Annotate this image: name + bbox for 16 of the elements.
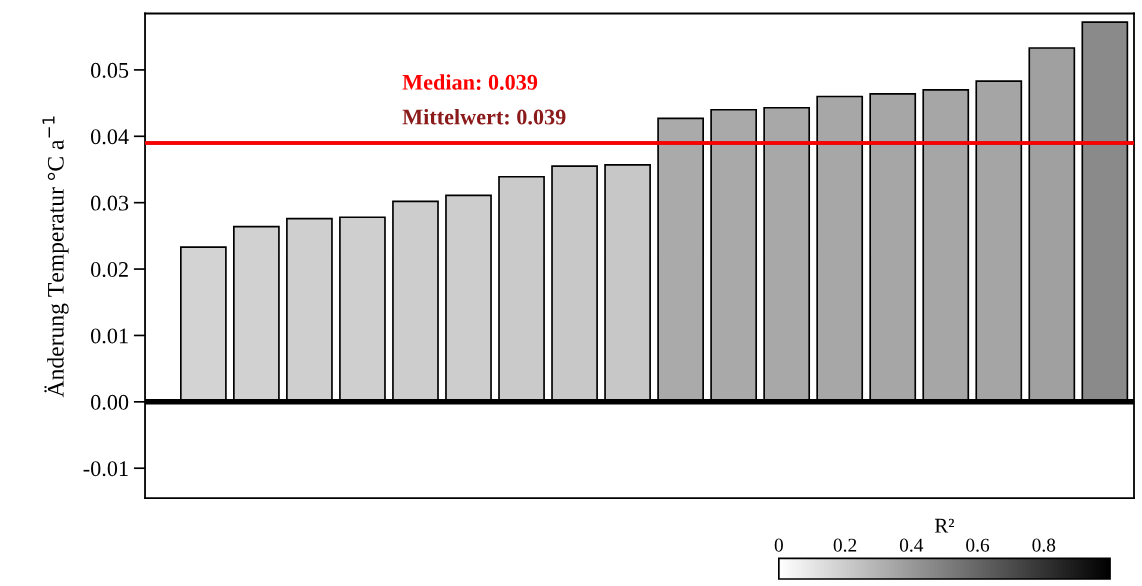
y-tick-label: 0.03 (91, 195, 129, 211)
y-tick-label: 0.02 (91, 262, 128, 278)
y-tick-label: 0.01 (91, 328, 128, 344)
y-tick-label: 0.00 (91, 394, 129, 410)
y-tick-label: 0.04 (91, 129, 129, 145)
color-bar-label: 0.4 (899, 538, 924, 552)
ref-line-label: Mittelwert: 0.039 (402, 108, 566, 125)
color-bar-title: R² (934, 518, 955, 533)
color-bar-label: 0 (774, 538, 783, 552)
y-tick-label: 0.05 (91, 62, 129, 78)
color-bar-label: 0.6 (966, 538, 990, 552)
color-bar-label: 0.2 (833, 538, 857, 552)
ref-line-label: Median: 0.039 (402, 74, 538, 90)
color-bar-label: 0.8 (1032, 538, 1056, 552)
y-axis-title: Änderung Temperatur °C a$^{−1}$ (42, 116, 69, 398)
y-tick-label: -0.01 (83, 461, 128, 477)
